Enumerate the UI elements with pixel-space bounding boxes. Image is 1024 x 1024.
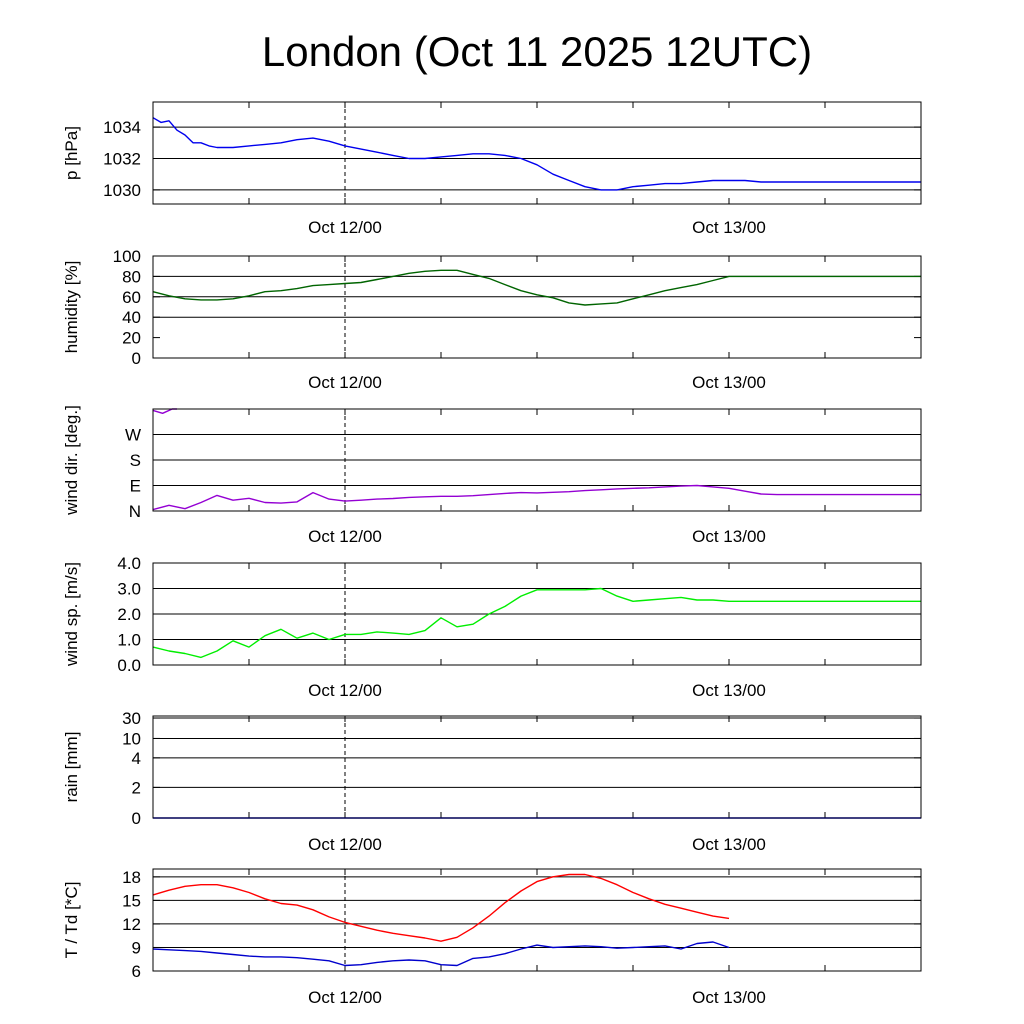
panel-3: 0.0 1.0 2.0 3.0 4.0 Oct 12/00 Oct 13/00 wind sp… xyxy=(62,554,922,700)
y-tick-label: 0 xyxy=(132,349,141,368)
y-tick-label: 20 xyxy=(122,329,141,348)
x-tick-label: Oct 13/00 xyxy=(692,835,766,854)
y-tick-label: 15 xyxy=(122,891,141,910)
y-axis-label: humidity [%] xyxy=(62,261,81,354)
y-tick-label: S xyxy=(130,451,141,470)
series-line-wind_dir xyxy=(152,484,921,511)
y-tick-label: 1032 xyxy=(103,149,141,168)
y-axis-label: T / Td [*C] xyxy=(62,882,81,959)
panel-frame xyxy=(152,255,922,359)
series-line-Td xyxy=(152,941,730,967)
y-tick-label: 3.0 xyxy=(117,580,141,599)
y-tick-label: W xyxy=(125,426,141,445)
y-tick-label: 12 xyxy=(122,915,141,934)
panel-frame xyxy=(152,562,922,666)
x-tick-label: Oct 12/00 xyxy=(308,527,382,546)
panel-5: 6 9 12 15 18 Oct 12/00 Oct 13/00 T / Td [*C] xyxy=(62,868,922,1007)
y-tick-label: 40 xyxy=(122,308,141,327)
x-tick-label: Oct 12/00 xyxy=(308,373,382,392)
y-tick-label: 1034 xyxy=(103,118,141,137)
x-tick-label: Oct 13/00 xyxy=(692,527,766,546)
y-tick-label: 9 xyxy=(132,938,141,957)
y-tick-label: 1.0 xyxy=(117,631,141,650)
x-tick-label: Oct 13/00 xyxy=(692,681,766,700)
y-axis-label: wind sp. [m/s] xyxy=(62,562,81,667)
y-tick-label: E xyxy=(130,477,141,496)
panel-frame xyxy=(152,868,922,972)
y-tick-label: 10 xyxy=(122,729,141,748)
series-line-pressure xyxy=(152,117,921,191)
y-tick-label: N xyxy=(129,502,141,521)
y-axis-label: wind dir. [deg.] xyxy=(62,405,81,516)
series-line-wind_dir xyxy=(152,408,177,414)
x-tick-label: Oct 12/00 xyxy=(308,988,382,1007)
y-tick-label: 30 xyxy=(122,709,141,728)
panel-frame xyxy=(152,408,922,512)
x-tick-label: Oct 13/00 xyxy=(692,373,766,392)
y-tick-label: 2.0 xyxy=(117,605,141,624)
y-tick-label: 4.0 xyxy=(117,554,141,573)
series-line-wind_speed xyxy=(152,587,921,659)
y-tick-label: 0 xyxy=(132,809,141,828)
chart-title: London (Oct 11 2025 12UTC) xyxy=(262,28,812,75)
y-tick-label: 60 xyxy=(122,288,141,307)
y-tick-label: 6 xyxy=(132,962,141,981)
y-axis-label: rain [mm] xyxy=(62,732,81,803)
y-tick-label: 2 xyxy=(132,778,141,797)
x-tick-label: Oct 12/00 xyxy=(308,218,382,237)
y-tick-label: 0.0 xyxy=(117,656,141,675)
y-tick-label: 80 xyxy=(122,267,141,286)
x-tick-label: Oct 13/00 xyxy=(692,988,766,1007)
panel-0: 1030 1032 1034 Oct 12/00 Oct 13/00 p [hPa] xyxy=(62,101,922,237)
panel-frame xyxy=(152,101,922,205)
y-tick-label: 18 xyxy=(122,868,141,887)
series-line-T xyxy=(152,873,730,942)
x-tick-label: Oct 12/00 xyxy=(308,835,382,854)
panel-frame xyxy=(152,715,922,819)
series-line-humidity xyxy=(152,269,921,306)
y-tick-label: 4 xyxy=(132,749,141,768)
y-tick-label: 100 xyxy=(113,247,141,266)
x-tick-label: Oct 13/00 xyxy=(692,218,766,237)
y-tick-label: 1030 xyxy=(103,181,141,200)
y-axis-label: p [hPa] xyxy=(62,126,81,180)
x-tick-label: Oct 12/00 xyxy=(308,681,382,700)
